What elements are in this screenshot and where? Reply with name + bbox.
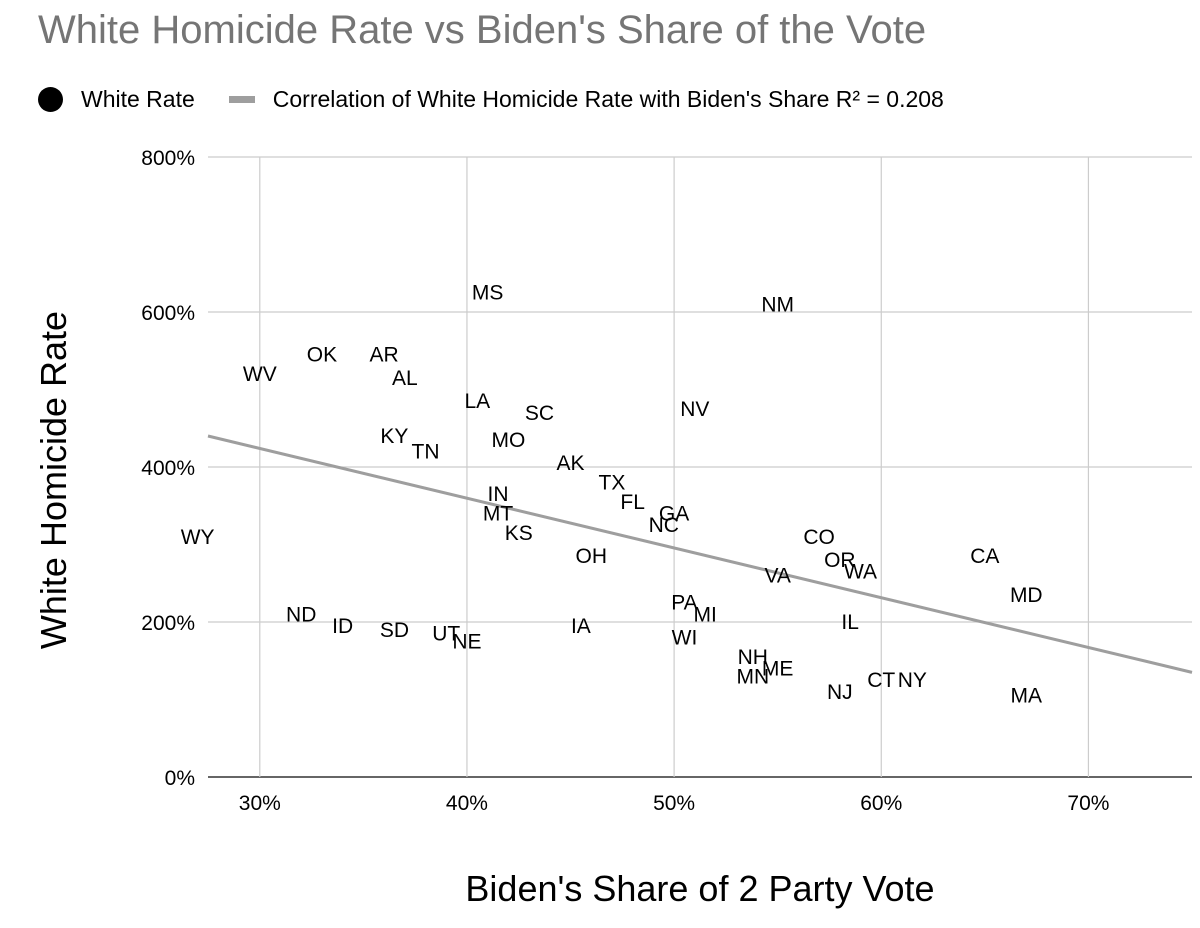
- data-point-sd: SD: [380, 619, 409, 642]
- legend-marker-dot: [38, 86, 63, 112]
- data-point-id: ID: [332, 615, 353, 638]
- x-tick-label: 70%: [1067, 792, 1109, 815]
- data-point-mt: MT: [483, 503, 513, 526]
- legend: White Rate Correlation of White Homicide…: [38, 84, 944, 114]
- x-tick-label: 30%: [239, 792, 281, 815]
- data-point-nm: NM: [761, 293, 794, 316]
- data-point-ky: KY: [380, 425, 408, 448]
- data-point-il: IL: [841, 611, 859, 634]
- data-point-wy: WY: [181, 526, 215, 549]
- y-tick-label: 0%: [165, 767, 195, 790]
- legend-marker-line: [228, 95, 255, 103]
- data-point-wi: WI: [672, 627, 698, 650]
- y-tick-label: 600%: [141, 302, 195, 325]
- data-point-fl: FL: [620, 491, 645, 514]
- data-point-sc: SC: [525, 402, 554, 425]
- data-point-ct: CT: [867, 669, 895, 692]
- data-point-wv: WV: [243, 363, 277, 386]
- data-point-la: LA: [464, 390, 490, 413]
- data-point-ut: UT: [432, 623, 460, 646]
- data-point-ga: GA: [659, 503, 689, 526]
- y-axis-title: White Homicide Rate: [33, 310, 74, 650]
- y-tick-label: 200%: [141, 612, 195, 635]
- data-point-ms: MS: [472, 282, 504, 305]
- chart-title: White Homicide Rate vs Biden's Share of …: [38, 8, 927, 52]
- data-point-mi: MI: [694, 603, 717, 626]
- data-point-nd: ND: [286, 603, 316, 626]
- data-point-ca: CA: [970, 545, 999, 568]
- data-point-mo: MO: [491, 429, 525, 452]
- data-point-ks: KS: [505, 522, 533, 545]
- x-axis-title: Biden's Share of 2 Party Vote: [465, 868, 935, 909]
- data-point-al: AL: [392, 367, 418, 390]
- data-point-in: IN: [488, 483, 509, 506]
- y-tick-label: 800%: [141, 147, 195, 170]
- data-point-va: VA: [764, 565, 790, 588]
- data-point-nh: NH: [738, 646, 768, 669]
- legend-label-trendline: Correlation of White Homicide Rate with …: [272, 85, 944, 112]
- data-point-or: OR: [824, 549, 856, 572]
- y-tick-label: 400%: [141, 457, 195, 480]
- data-point-co: CO: [803, 526, 835, 549]
- data-point-ar: AR: [369, 344, 398, 367]
- data-point-nc: NC: [649, 514, 679, 537]
- data-point-me: ME: [762, 658, 794, 681]
- data-point-ny: NY: [898, 669, 927, 692]
- data-point-tn: TN: [412, 441, 440, 464]
- data-point-ak: AK: [557, 452, 585, 475]
- data-point-ok: OK: [307, 344, 337, 367]
- data-point-tx: TX: [599, 472, 626, 495]
- data-point-pa: PA: [671, 592, 697, 615]
- data-point-ia: IA: [571, 615, 591, 638]
- data-point-nv: NV: [680, 398, 709, 421]
- x-tick-label: 50%: [653, 792, 695, 815]
- data-point-wa: WA: [844, 561, 877, 584]
- data-point-mn: MN: [736, 665, 769, 688]
- data-point-md: MD: [1010, 584, 1043, 607]
- data-point-ma: MA: [1011, 685, 1043, 708]
- trendline: [207, 434, 1193, 674]
- legend-label-points: White Rate: [81, 85, 195, 112]
- data-point-ne: NE: [452, 630, 481, 653]
- x-tick-label: 40%: [446, 792, 488, 815]
- data-point-nj: NJ: [827, 681, 853, 704]
- data-point-oh: OH: [575, 545, 607, 568]
- x-tick-label: 60%: [860, 792, 902, 815]
